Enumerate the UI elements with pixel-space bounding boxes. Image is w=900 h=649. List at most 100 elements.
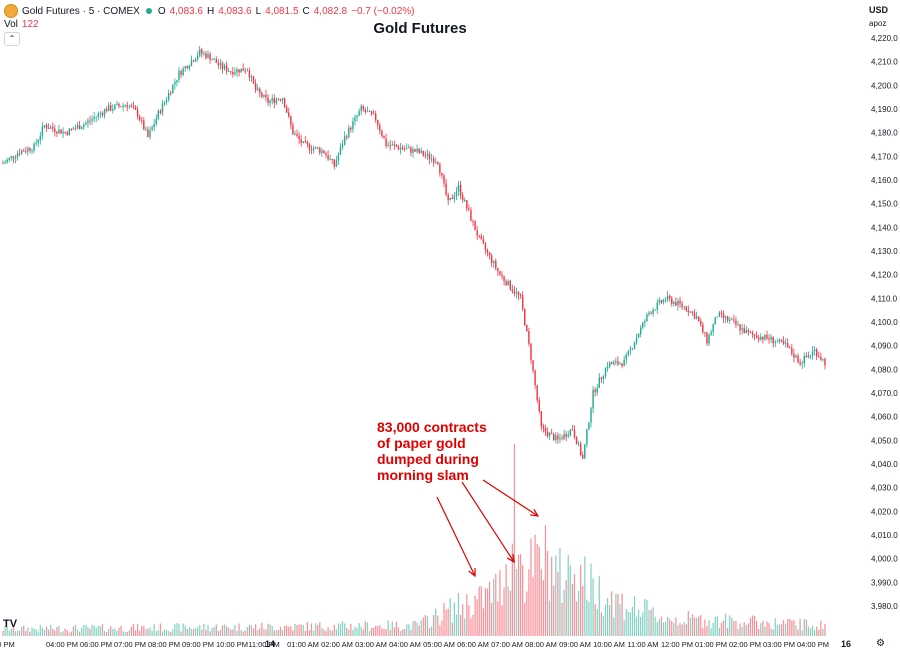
volume-bar — [387, 620, 389, 636]
volume-bar — [789, 618, 791, 636]
candle-body — [702, 324, 704, 333]
candle-body — [457, 184, 460, 192]
candle-body — [263, 94, 265, 97]
volume-bar — [577, 590, 580, 636]
candle-body — [310, 149, 313, 151]
volume-bar — [263, 628, 265, 636]
volume-bar — [41, 627, 43, 636]
volume-bar — [733, 621, 735, 636]
volume-bar — [457, 592, 460, 636]
volume-bar — [499, 570, 501, 636]
candle-body — [153, 124, 155, 128]
candle-body — [403, 148, 406, 150]
candle-body — [600, 377, 603, 380]
volume-bar — [366, 622, 369, 636]
y-tick-label: 4,130.0 — [871, 247, 898, 256]
collapse-legend-button[interactable]: ⌃ — [4, 32, 20, 46]
candle-body — [213, 59, 215, 60]
volume-bar — [248, 625, 251, 636]
volume-bar — [698, 616, 700, 636]
candle-body — [656, 302, 658, 310]
candle-body — [708, 334, 710, 344]
volume-bar — [644, 599, 646, 636]
tradingview-logo-icon[interactable]: TV — [3, 618, 18, 630]
candle-body — [118, 103, 120, 107]
volume-bar — [464, 618, 466, 636]
candle-body — [314, 147, 317, 149]
candle-body — [223, 65, 226, 69]
candle-body — [784, 343, 787, 344]
candle-body — [66, 132, 68, 135]
candle-body — [312, 148, 315, 151]
volume-bar — [522, 565, 524, 636]
candle-body — [370, 111, 373, 114]
candle-body — [331, 159, 333, 160]
candle-body — [350, 127, 352, 130]
candle-body — [138, 116, 141, 121]
candle-body — [538, 400, 540, 412]
x-tick-label: 14 — [265, 639, 275, 649]
volume-bar — [770, 628, 772, 636]
candle-body — [818, 356, 820, 358]
volume-bar — [430, 626, 433, 636]
candle-body — [408, 147, 410, 149]
annotation-line: morning slam — [377, 467, 469, 483]
volume-bar — [246, 626, 248, 636]
volume-bar — [580, 564, 582, 636]
candle-body — [432, 158, 435, 163]
volume-bar — [625, 608, 627, 636]
volume-bar — [321, 627, 323, 636]
candle-body — [801, 363, 803, 365]
volume-bar — [617, 594, 619, 636]
volume-legend[interactable]: Vol 122 — [4, 19, 39, 30]
currency-label[interactable]: USD — [869, 5, 889, 15]
candle-body — [87, 120, 89, 124]
candle-body — [579, 443, 582, 455]
volume-bar — [664, 621, 667, 636]
volume-bar — [368, 631, 371, 636]
volume-bar — [716, 616, 718, 636]
candle-body — [532, 360, 534, 371]
volume-bar — [546, 550, 549, 636]
candle-body — [14, 157, 17, 159]
candle-body — [174, 82, 176, 85]
settings-gear-icon[interactable]: ⚙ — [876, 638, 885, 649]
volume-bar — [731, 617, 733, 636]
candle-body — [751, 332, 754, 335]
y-tick-label: 4,170.0 — [871, 152, 898, 161]
volume-bar — [662, 622, 665, 636]
volume-bar — [288, 626, 290, 636]
volume-bar — [327, 627, 329, 636]
candle-body — [557, 435, 559, 440]
volume-bar — [379, 625, 381, 636]
volume-bar — [89, 628, 91, 636]
volume-bar — [741, 626, 743, 636]
volume-label: Vol — [4, 19, 18, 30]
volume-bar — [176, 623, 178, 636]
candle-body — [205, 53, 207, 58]
volume-bar — [406, 624, 408, 636]
candle-body — [772, 336, 774, 344]
candle-body — [130, 105, 133, 107]
x-tick-label: 02:00 AM — [321, 640, 353, 649]
volume-bar — [47, 629, 50, 636]
candle-body — [10, 156, 13, 158]
candle-body — [393, 144, 396, 146]
symbol-label[interactable]: Gold Futures · 5 · COMEX — [22, 5, 140, 17]
volume-bar — [269, 624, 271, 636]
candle-body — [107, 105, 110, 112]
volume-bar — [203, 623, 205, 636]
y-tick-label: 4,210.0 — [871, 58, 898, 67]
volume-bar — [646, 600, 648, 636]
volume-bar — [391, 621, 393, 636]
volume-bar — [439, 625, 441, 636]
candle-body — [536, 385, 538, 401]
scale-mode-label[interactable]: apoz — [869, 19, 887, 28]
volume-bar — [435, 608, 437, 636]
candle-body — [418, 148, 420, 153]
candle-body — [122, 105, 124, 107]
volume-bar — [219, 629, 222, 636]
candle-body — [302, 141, 304, 143]
volume-bar — [414, 620, 416, 636]
